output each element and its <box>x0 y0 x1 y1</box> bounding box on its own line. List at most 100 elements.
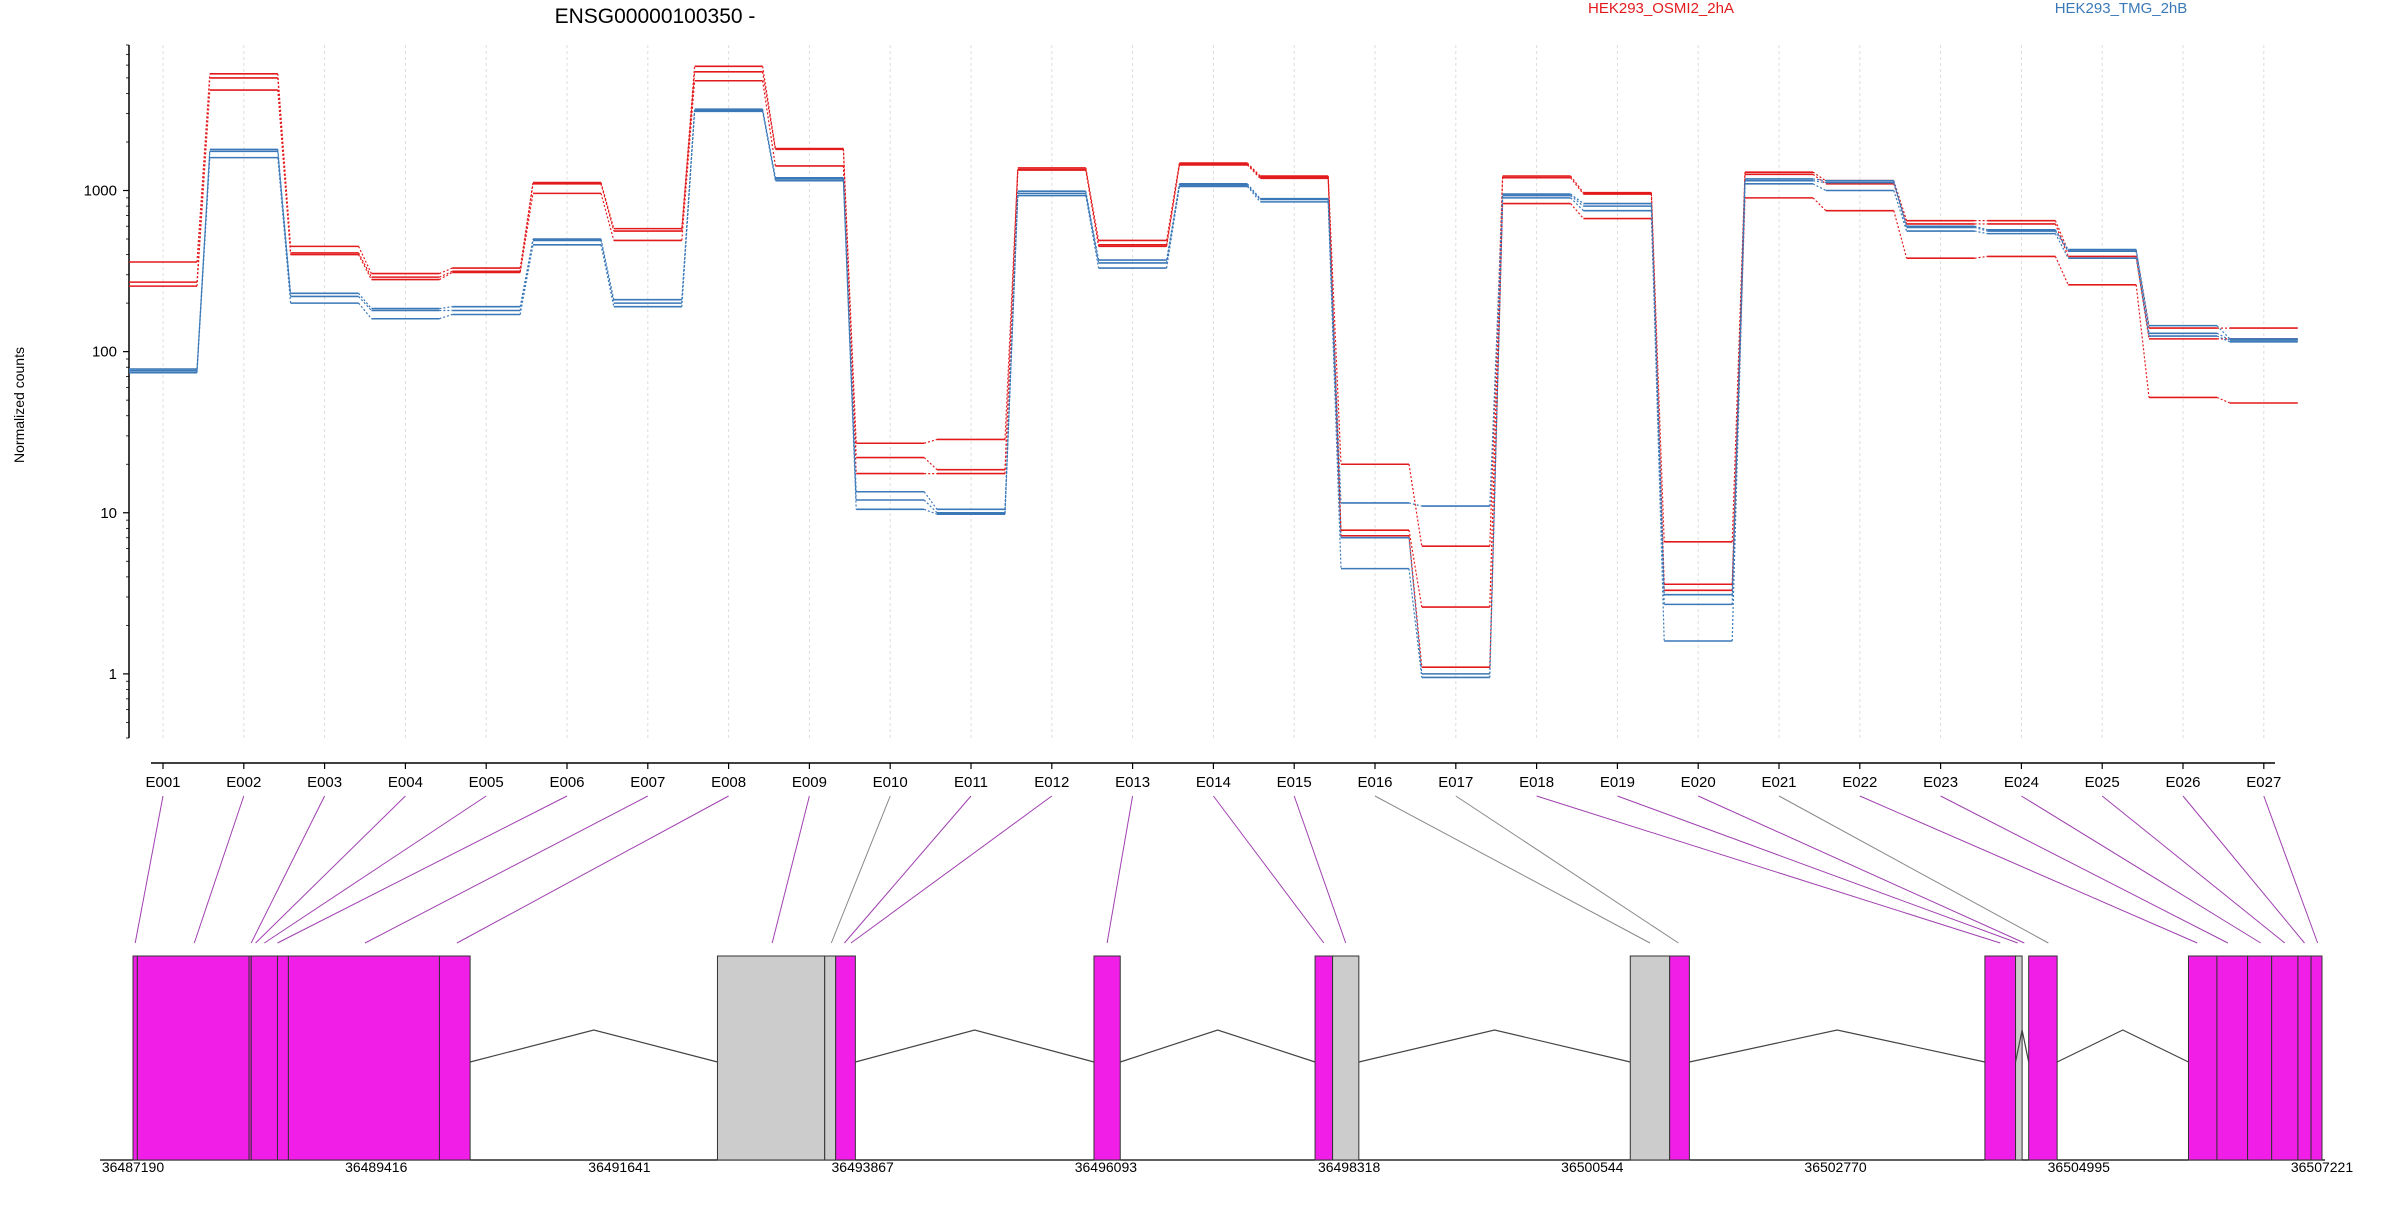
series-1-connector <box>681 71 696 232</box>
series-4-connector <box>842 178 857 501</box>
x-tick-label: E022 <box>1842 774 1877 791</box>
genomic-position-label: 36498318 <box>1318 1159 1381 1175</box>
series-1-connector <box>1408 530 1423 608</box>
exon-mapping-line <box>134 795 164 944</box>
excluded-exon-block <box>1629 955 1671 1161</box>
exon-block <box>276 955 289 1161</box>
exon-block <box>1984 955 2017 1161</box>
series-5-connector <box>842 180 857 510</box>
exon-block <box>2271 955 2299 1161</box>
series-0-connector <box>1085 167 1100 241</box>
series-2-connector <box>681 80 696 241</box>
exon-block <box>2247 955 2273 1161</box>
series-3-connector <box>1731 178 1746 595</box>
series-0-connector <box>358 246 372 274</box>
exon-mapping-line <box>850 795 1053 944</box>
exon-mapping-line <box>1455 795 1679 944</box>
series-4-connector <box>2216 332 2231 341</box>
series-4-connector <box>196 151 211 371</box>
excluded-exon-block <box>824 955 837 1161</box>
series-3-connector <box>1246 183 1261 200</box>
exon-mapping-line <box>1293 795 1347 944</box>
series-5-connector <box>600 244 615 307</box>
x-tick-label: E008 <box>711 774 746 791</box>
series-4-connector <box>277 151 292 297</box>
exon-mapping-line <box>1617 795 2018 944</box>
series-0-connector <box>1812 171 1827 182</box>
genomic-position-label: 36489416 <box>345 1159 408 1175</box>
intron-line <box>469 1029 718 1063</box>
series-1-connector <box>358 252 372 278</box>
series-4-connector <box>358 296 372 311</box>
x-tick-label: E014 <box>1196 774 1231 791</box>
series-2-connector <box>439 271 453 281</box>
series-2-connector <box>519 193 534 273</box>
x-tick-label: E016 <box>1357 774 1392 791</box>
series-0-connector <box>519 182 534 269</box>
exon-block <box>132 955 138 1161</box>
y-tick-label: 1000 <box>84 183 117 200</box>
series-0-connector <box>1246 162 1261 177</box>
x-tick-label: E021 <box>1761 774 1796 791</box>
exon-mapping-line <box>2263 795 2319 944</box>
series-0-connector <box>681 66 696 229</box>
series-3-connector <box>1974 225 1988 231</box>
exon-mapping-line <box>2021 795 2261 944</box>
x-tick-label: E020 <box>1681 774 1716 791</box>
series-4-connector <box>1004 193 1019 513</box>
exon-mapping-line <box>1536 795 2001 944</box>
x-tick-label: E001 <box>145 774 180 791</box>
excluded-exon-block <box>716 955 826 1161</box>
excluded-exon-block <box>1332 955 1360 1161</box>
series-0-connector <box>439 267 453 275</box>
genomic-position-label: 36493867 <box>832 1159 895 1175</box>
series-1-connector <box>439 270 453 278</box>
x-tick-label: E023 <box>1923 774 1958 791</box>
series-1-connector <box>1812 173 1827 185</box>
exon-block <box>287 955 440 1161</box>
series-5-connector <box>2135 258 2150 337</box>
exon-mapping-line <box>1213 795 1325 944</box>
series-2-connector <box>600 193 615 241</box>
exon-mapping-line <box>255 795 406 944</box>
intron-line <box>2056 1029 2189 1063</box>
series-4-connector <box>1974 226 1988 232</box>
genomic-position-label: 36491641 <box>588 1159 651 1175</box>
series-2-connector <box>1893 210 1908 259</box>
y-tick-label: 100 <box>92 344 117 361</box>
exon-mapping-line <box>1374 795 1651 944</box>
intron-line <box>1689 1029 1986 1063</box>
x-tick-label: E027 <box>2246 774 2281 791</box>
series-3-connector <box>1570 193 1584 205</box>
exon-block <box>1669 955 1690 1161</box>
series-4-connector <box>2054 230 2069 252</box>
series-0-connector <box>1408 464 1423 547</box>
series-5-connector <box>358 302 372 320</box>
x-tick-label: E025 <box>2085 774 2120 791</box>
series-1-connector <box>1327 177 1342 531</box>
chart-title: ENSG00000100350 - <box>555 5 756 28</box>
x-tick-label: E024 <box>2004 774 2039 791</box>
series-5-connector <box>439 313 453 320</box>
series-3-connector <box>2216 325 2231 340</box>
series-1-connector <box>762 71 776 150</box>
excluded-exon-block <box>2015 955 2023 1161</box>
series-4-connector <box>519 240 534 311</box>
series-3-connector <box>2135 249 2150 326</box>
exon-mapping-line <box>1106 795 1134 944</box>
series-4-connector <box>600 240 615 304</box>
exon-mapping-line <box>1940 795 2229 944</box>
series-2-connector <box>358 254 372 280</box>
series-1-connector <box>842 149 857 458</box>
series-4-connector <box>1570 195 1584 207</box>
x-tick-label: E005 <box>469 774 504 791</box>
exon-block <box>2297 955 2312 1161</box>
x-tick-label: E004 <box>388 774 423 791</box>
exon-block <box>2216 955 2249 1161</box>
series-0-connector <box>924 438 938 444</box>
genomic-position-label: 36507221 <box>2291 1159 2354 1175</box>
x-tick-label: E007 <box>630 774 665 791</box>
series-1-connector <box>923 457 938 471</box>
series-3-connector <box>1489 194 1504 507</box>
